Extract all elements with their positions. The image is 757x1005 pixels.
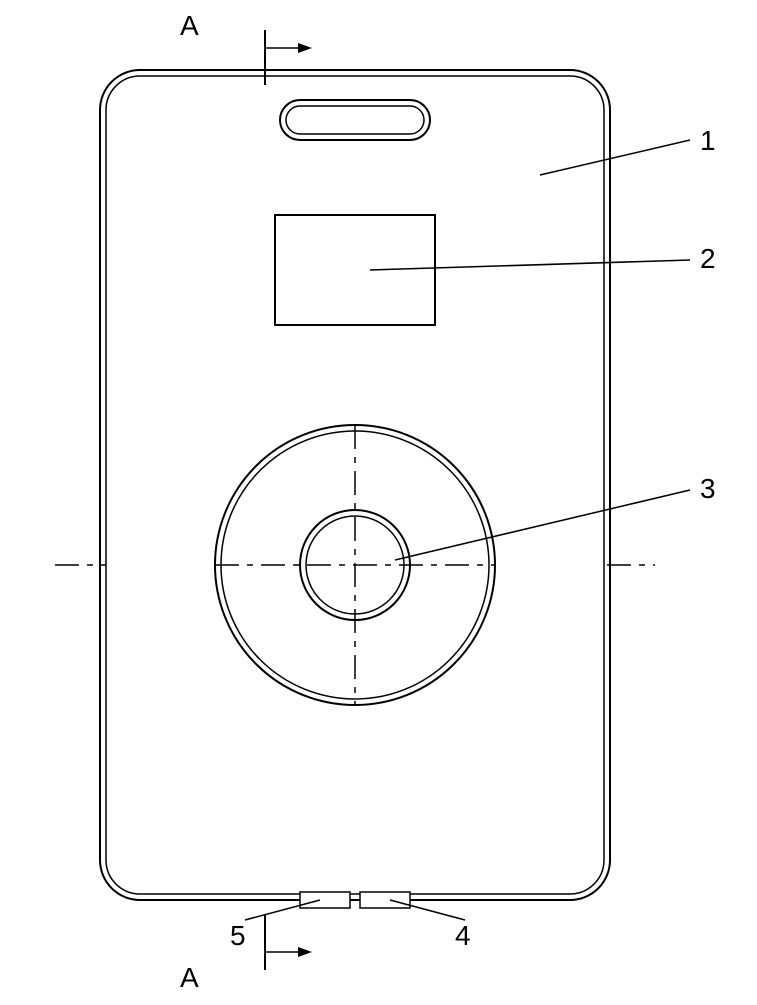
callout-4: 4 <box>455 920 471 952</box>
bottom-tab-right <box>360 892 410 908</box>
section-label-a-bottom: A <box>180 962 199 994</box>
leader-5 <box>245 900 320 920</box>
section-arrow-head-bottom <box>298 947 312 957</box>
callout-5: 5 <box>230 920 246 952</box>
callout-2: 2 <box>700 243 716 275</box>
section-arrow-head-top <box>298 43 312 53</box>
callout-1: 1 <box>700 125 716 157</box>
small-rect <box>275 215 435 325</box>
engineering-diagram <box>0 0 757 1000</box>
diagram-container: A A 1 2 3 4 5 <box>0 0 757 1000</box>
section-label-a-top: A <box>180 10 199 42</box>
bottom-tab-left <box>300 892 350 908</box>
callout-3: 3 <box>700 473 716 505</box>
leader-4 <box>390 900 465 920</box>
